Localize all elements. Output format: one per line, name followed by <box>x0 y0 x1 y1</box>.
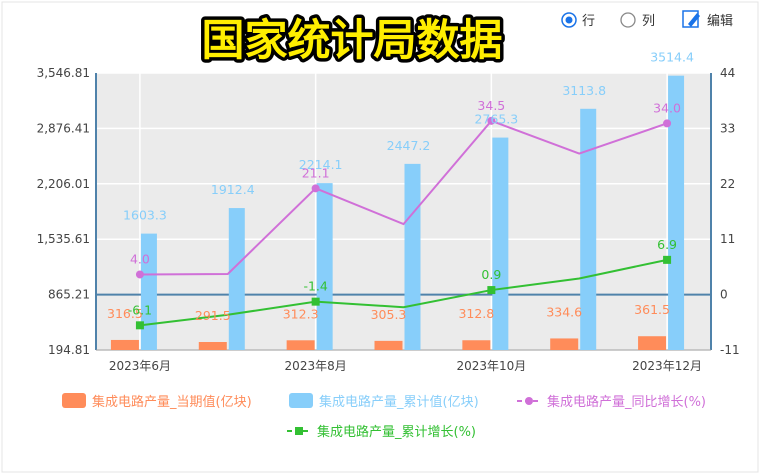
y-right-tick-label: 11 <box>720 232 735 246</box>
bar-monthly-label: 316.5 <box>107 306 143 321</box>
legend-monthly: 集成电路产量_当期值(亿块) <box>62 393 252 410</box>
bar-cumulative <box>668 75 685 350</box>
legend: 集成电路产量_当期值(亿块) 集成电路产量_累计值(亿块) 集成电路产量_同比增长(… <box>62 393 706 440</box>
bar-monthly-label: 305.3 <box>371 307 407 322</box>
bar-monthly <box>374 340 403 350</box>
legend-cumulative-label: 集成电路产量_累计值(亿块) <box>319 394 479 410</box>
legend-cum-growth: 集成电路产量_累计增长(%) <box>287 424 476 440</box>
y-right-tick-label: 22 <box>720 177 735 191</box>
marker-cum-growth <box>663 255 672 264</box>
y-left-tick-label: 3,546.81 <box>37 66 90 80</box>
plot-area <box>96 72 711 351</box>
marker-cum-growth <box>487 286 496 295</box>
bar-cumulative <box>228 208 245 350</box>
line-yoy-label: 21.1 <box>302 165 330 180</box>
marker-yoy <box>135 270 144 279</box>
bar-monthly <box>198 342 227 350</box>
bar-cumulative-label: 1603.3 <box>123 208 167 223</box>
y-left-tick-label: 1,535.61 <box>37 232 90 246</box>
x-tick-label: 2023年6月 <box>109 359 171 373</box>
bar-monthly <box>462 340 491 350</box>
edit-icon <box>682 10 700 28</box>
bar-monthly <box>638 336 667 350</box>
bar-monthly-label: 312.3 <box>283 306 319 321</box>
legend-cum-growth-label: 集成电路产量_累计增长(%) <box>317 424 476 440</box>
y-left-tick-label: 194.81 <box>48 343 90 357</box>
legend-monthly-label: 集成电路产量_当期值(亿块) <box>92 394 252 410</box>
bar-monthly-label: 312.8 <box>458 306 494 321</box>
y-right-tick-label: 44 <box>720 66 735 80</box>
row-radio[interactable]: 行 <box>561 12 595 29</box>
bar-monthly <box>286 340 315 350</box>
bar-series <box>110 75 685 350</box>
edit-label: 编辑 <box>707 14 733 29</box>
y-left-tick-label: 865.21 <box>48 288 90 302</box>
legend-cumulative: 集成电路产量_累计值(亿块) <box>289 393 479 410</box>
bar-monthly <box>110 339 139 350</box>
y-right-tick-label: -11 <box>720 343 740 357</box>
line-yoy <box>139 119 668 276</box>
row-radio-dot <box>565 16 573 24</box>
line-yoy-label: 34.5 <box>477 98 505 113</box>
line-cum-growth-label: 0.9 <box>481 267 501 282</box>
marker-yoy <box>311 184 320 193</box>
bar-monthly-label: 361.5 <box>634 302 670 317</box>
bar-cumulative-label: 2447.2 <box>387 138 431 153</box>
line-series <box>135 116 672 330</box>
chart-title-group: 国家统计局数据 <box>198 13 506 70</box>
data-labels: 316.5 291.5 312.3 305.3 312.8 334.6 361.5 1603.… <box>107 50 694 323</box>
axes: 3,546.81 44 2,876.41 33 2,206.01 22 1,535.61 11… <box>37 66 740 373</box>
row-radio-label: 行 <box>582 14 595 29</box>
bar-monthly-label: 334.6 <box>546 304 582 319</box>
bar-cumulative <box>316 183 333 350</box>
x-tick-label: 2023年8月 <box>285 359 347 373</box>
col-radio-label: 列 <box>642 14 655 29</box>
line-cum-growth-label: -6.1 <box>128 302 152 317</box>
bar-cumulative <box>580 108 597 350</box>
col-radio[interactable]: 列 <box>620 12 655 29</box>
bar-cumulative <box>404 163 421 350</box>
x-tick-label: 2023年12月 <box>632 359 702 373</box>
bar-monthly <box>550 338 579 350</box>
bar-cumulative-label: 3514.4 <box>650 50 694 65</box>
edit-button[interactable]: 编辑 <box>682 10 733 29</box>
line-yoy-label: 34.0 <box>653 100 681 115</box>
line-cum-growth <box>139 258 668 327</box>
line-cum-growth-label: 6.9 <box>657 237 677 252</box>
plot-background <box>96 73 711 350</box>
legend-monthly-swatch <box>62 393 86 408</box>
legend-yoy-marker <box>525 397 533 405</box>
bar-cumulative-label: 1912.4 <box>211 182 255 197</box>
y-right-tick-label: 0 <box>720 288 728 302</box>
marker-yoy <box>487 116 496 125</box>
view-controls: 行 列 编辑 <box>561 10 733 29</box>
legend-cum-growth-marker <box>295 427 303 435</box>
marker-cum-growth <box>135 321 144 330</box>
marker-yoy <box>663 119 672 128</box>
bar-cumulative <box>140 233 157 350</box>
legend-cumulative-swatch <box>289 393 313 408</box>
legend-yoy-label: 集成电路产量_同比增长(%) <box>547 394 706 410</box>
x-tick-label: 2023年10月 <box>456 359 526 373</box>
col-radio-circle[interactable] <box>620 12 636 28</box>
bar-cumulative-label: 3113.8 <box>562 83 606 98</box>
y-left-tick-label: 2,876.41 <box>37 121 90 135</box>
line-yoy-label: 4.0 <box>130 251 150 266</box>
line-cum-growth-label: -1.4 <box>303 279 327 294</box>
bar-cumulative-label: 2214.1 <box>299 157 343 172</box>
y-right-tick-label: 33 <box>720 121 735 135</box>
y-left-tick-label: 2,206.01 <box>37 177 90 191</box>
bar-cumulative-label: 2765.3 <box>474 112 518 127</box>
legend-yoy: 集成电路产量_同比增长(%) <box>517 394 706 410</box>
bar-monthly-label: 291.5 <box>195 308 231 323</box>
marker-cum-growth <box>311 297 320 306</box>
chart-title: 国家统计局数据 <box>202 16 503 66</box>
bar-cumulative <box>492 137 509 350</box>
